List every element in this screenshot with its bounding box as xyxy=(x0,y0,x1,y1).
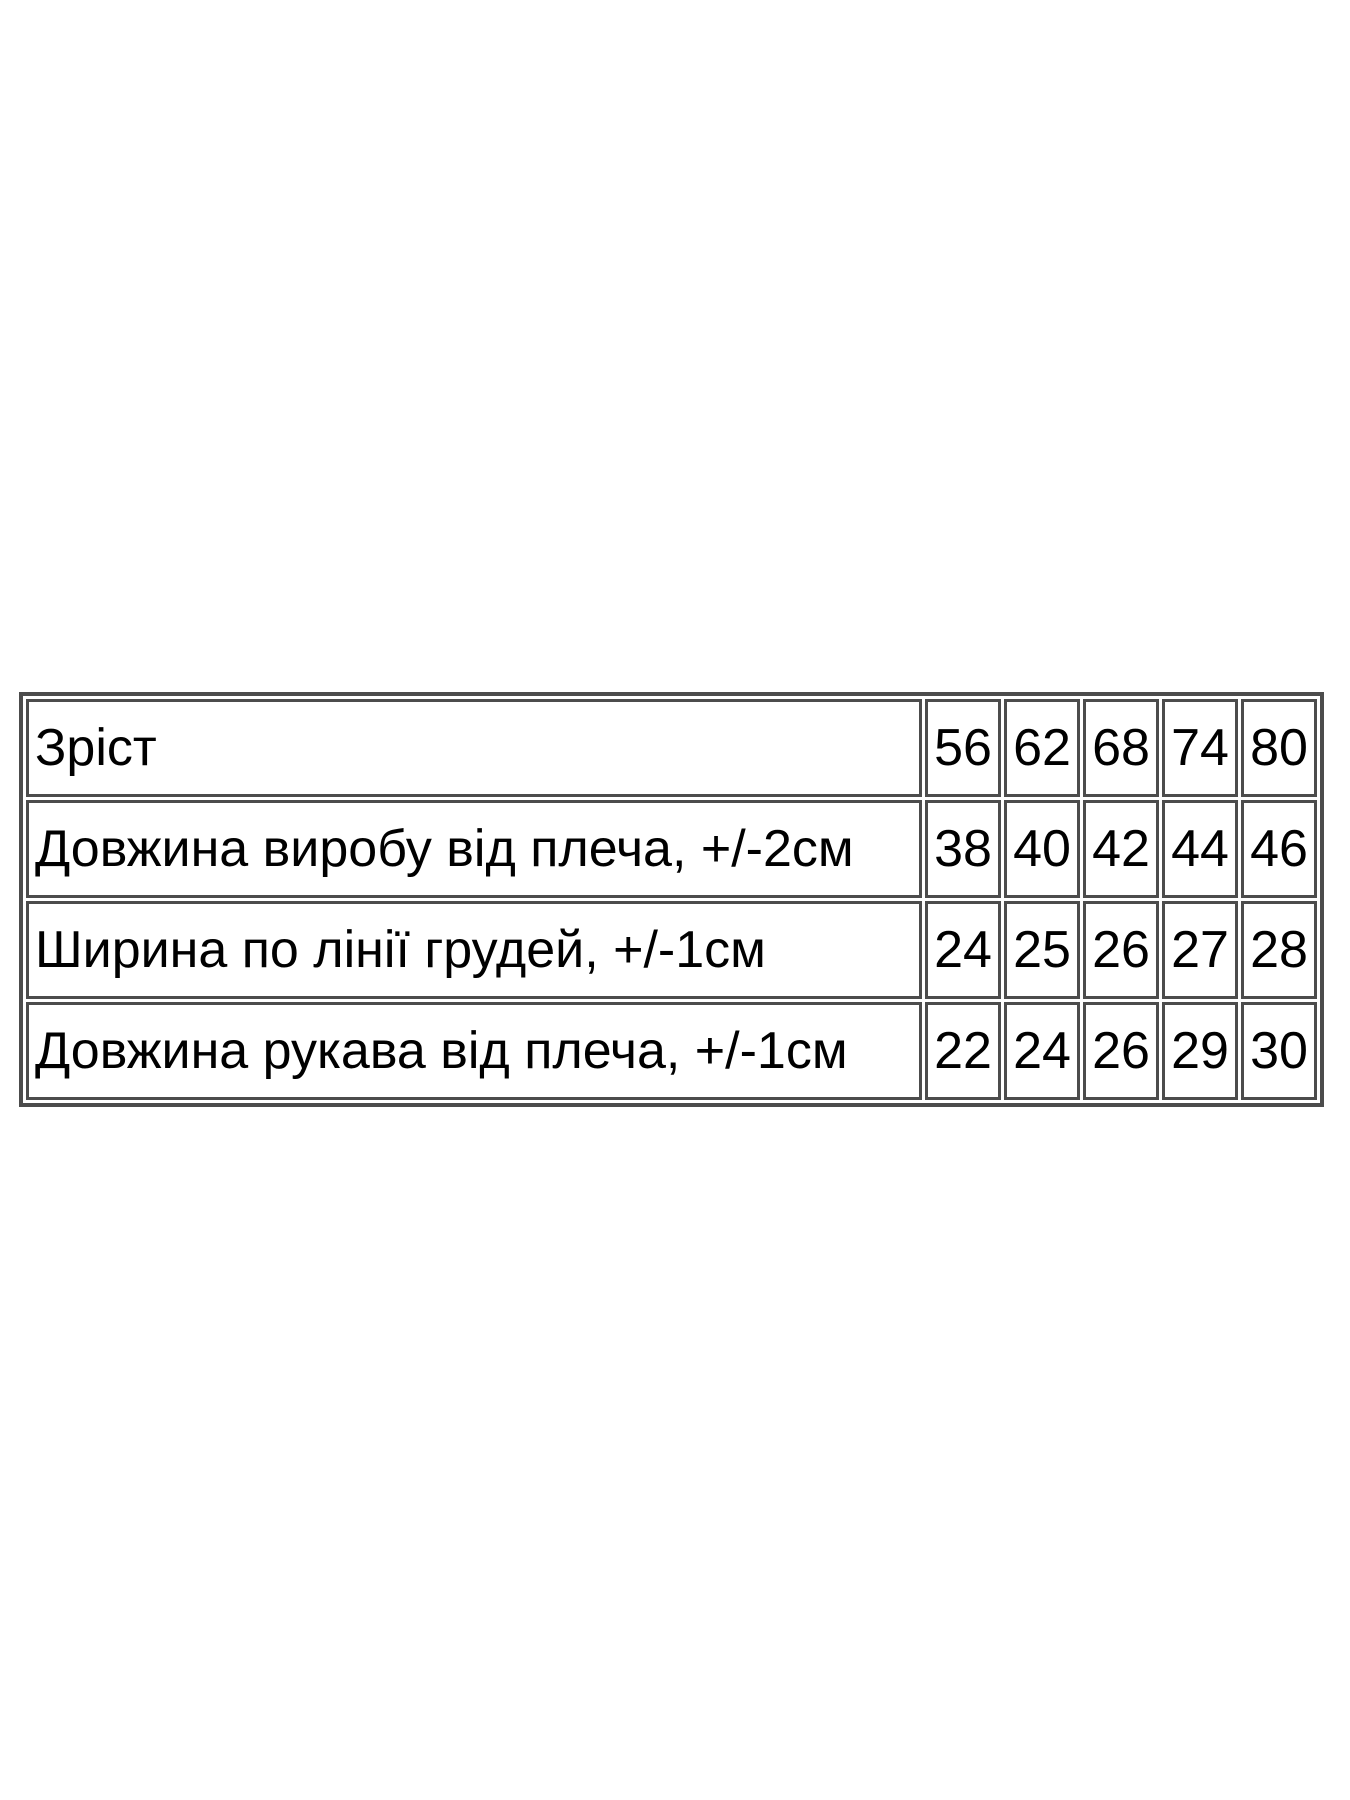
size-value-cell: 26 xyxy=(1083,1002,1159,1100)
row-label: Довжина рукава від плеча, +/-1см xyxy=(26,1002,922,1100)
size-value-cell: 80 xyxy=(1241,699,1317,797)
size-value-cell: 28 xyxy=(1241,901,1317,999)
table-row: Довжина рукава від плеча, +/-1см 22 24 26 29… xyxy=(26,1002,1317,1100)
row-label: Ширина по лінії грудей, +/-1см xyxy=(26,901,922,999)
size-value-cell: 56 xyxy=(925,699,1001,797)
row-label: Зріст xyxy=(26,699,922,797)
size-value-cell: 42 xyxy=(1083,800,1159,898)
size-value-cell: 25 xyxy=(1004,901,1080,999)
row-label: Довжина виробу від плеча, +/-2см xyxy=(26,800,922,898)
size-value-cell: 46 xyxy=(1241,800,1317,898)
table-row: Ширина по лінії грудей, +/-1см 24 25 26 27 28 xyxy=(26,901,1317,999)
size-value-cell: 22 xyxy=(925,1002,1001,1100)
size-chart-body: Зріст 56 62 68 74 80 Довжина виробу від плеча,… xyxy=(26,699,1317,1100)
size-value-cell: 30 xyxy=(1241,1002,1317,1100)
size-value-cell: 68 xyxy=(1083,699,1159,797)
size-value-cell: 29 xyxy=(1162,1002,1238,1100)
size-value-cell: 40 xyxy=(1004,800,1080,898)
size-chart-table: Зріст 56 62 68 74 80 Довжина виробу від плеча,… xyxy=(19,692,1324,1107)
size-value-cell: 38 xyxy=(925,800,1001,898)
size-value-cell: 24 xyxy=(1004,1002,1080,1100)
table-row: Зріст 56 62 68 74 80 xyxy=(26,699,1317,797)
size-value-cell: 24 xyxy=(925,901,1001,999)
size-value-cell: 27 xyxy=(1162,901,1238,999)
size-value-cell: 74 xyxy=(1162,699,1238,797)
size-value-cell: 44 xyxy=(1162,800,1238,898)
table-row: Довжина виробу від плеча, +/-2см 38 40 42 44… xyxy=(26,800,1317,898)
size-value-cell: 62 xyxy=(1004,699,1080,797)
size-value-cell: 26 xyxy=(1083,901,1159,999)
